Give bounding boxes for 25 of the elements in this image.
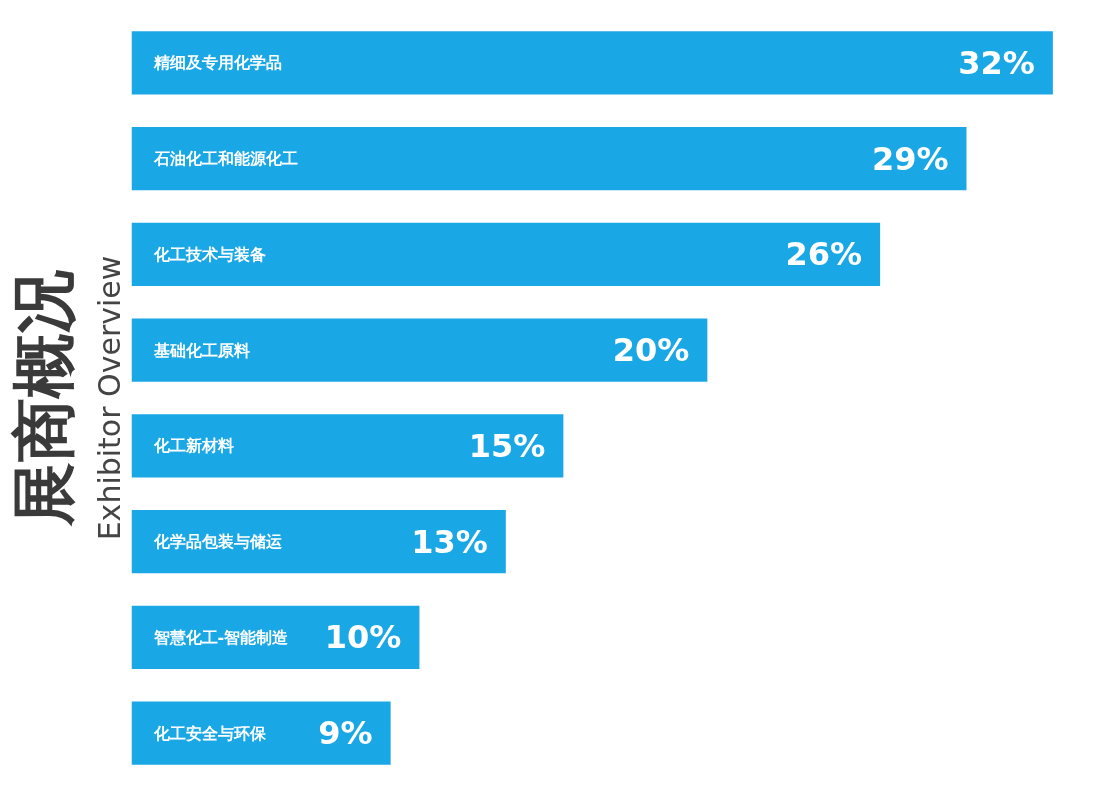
bar xyxy=(131,414,564,478)
y-tick-label: 智慧化工-智能制造 xyxy=(152,627,290,647)
y-tick-label: 石油化工和能源化工 xyxy=(152,149,298,169)
bar xyxy=(131,31,1053,95)
bar xyxy=(131,701,391,765)
bar xyxy=(131,127,967,191)
data-label: 10% xyxy=(324,618,402,657)
y-tick-label: 化学品包装与储运 xyxy=(152,532,283,552)
y-tick-label: 基础化工原料 xyxy=(152,340,250,360)
y-tick-label: 化工安全与环保 xyxy=(152,723,267,743)
data-label: 15% xyxy=(468,426,546,465)
y-tick-label: 化工新材料 xyxy=(152,436,234,456)
bar xyxy=(131,222,881,286)
bar xyxy=(131,510,506,574)
data-label: 32% xyxy=(958,43,1035,82)
bar xyxy=(131,318,708,382)
text: 展商概况 xyxy=(7,270,80,527)
data-label: 29% xyxy=(871,139,949,178)
data-label: 9% xyxy=(318,714,373,753)
data-label: 20% xyxy=(612,331,690,370)
data-label: 13% xyxy=(411,522,488,561)
y-tick-label: 精细及专用化学品 xyxy=(152,53,282,73)
data-label: 26% xyxy=(785,235,863,274)
text: Exhibitor Overview xyxy=(91,255,127,541)
y-tick-label: 化工技术与装备 xyxy=(152,244,266,264)
